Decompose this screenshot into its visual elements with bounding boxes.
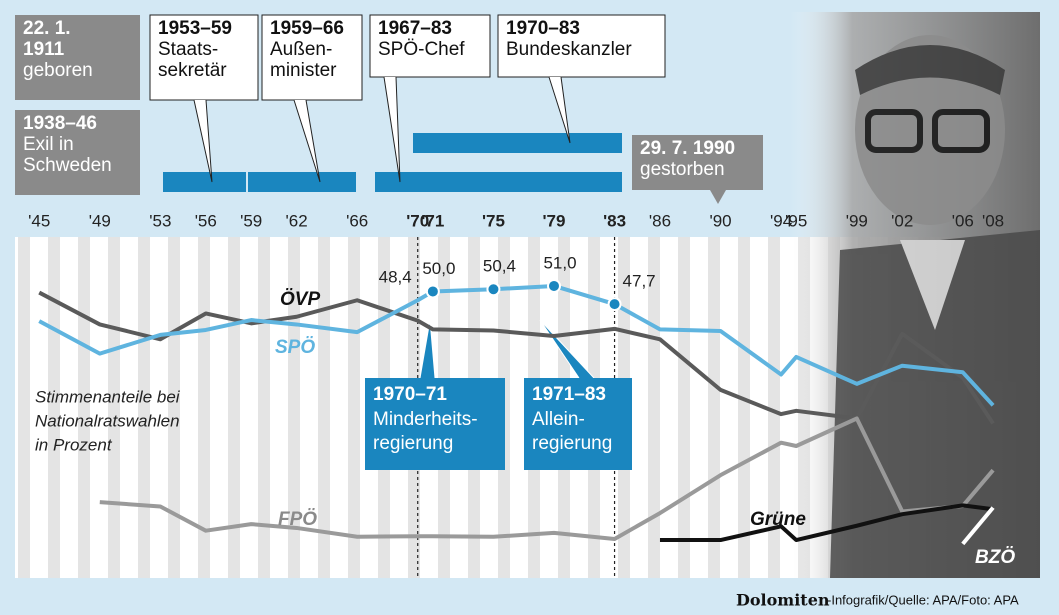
x-tick-label: '90: [709, 211, 731, 230]
series-label: BZÖ: [975, 547, 1015, 568]
event-text: Schweden: [23, 155, 112, 176]
event-text: gestorben: [640, 159, 725, 180]
chart-description: Stimmenanteile bei: [35, 387, 181, 406]
footer-credit: -Infografik/Quelle: APA/Foto: APA: [827, 592, 1019, 607]
timeline-bar: [163, 172, 246, 192]
event-pointer: [294, 100, 320, 182]
x-tick-label: '79: [543, 211, 566, 230]
event-pointer: [710, 190, 726, 204]
event-text: Außen-: [270, 39, 332, 60]
series-label: Grüne: [750, 509, 806, 530]
data-point: [609, 298, 621, 310]
x-tick-label: '83: [603, 211, 626, 230]
event-period: 1953–59: [158, 18, 232, 39]
event-text: Exil in: [23, 134, 74, 155]
chart-description: in Prozent: [35, 435, 113, 454]
event-text: geboren: [23, 60, 93, 81]
timeline-bar: [375, 172, 622, 192]
event-text: Staats-: [158, 39, 218, 60]
x-tick-label: '06: [952, 211, 974, 230]
x-tick-label: '62: [286, 211, 308, 230]
x-tick-label: '53: [149, 211, 171, 230]
event-period: 1911: [23, 39, 65, 60]
value-label: 50,0: [422, 259, 455, 278]
x-tick-label: '71: [421, 211, 444, 230]
event-period: 22. 1.: [23, 18, 71, 39]
series-label: ÖVP: [280, 289, 320, 310]
x-tick-label: '66: [346, 211, 368, 230]
event-period: 29. 7. 1990: [640, 138, 735, 159]
value-label: 50,4: [483, 257, 516, 276]
chart-description: Nationalratswahlen: [35, 411, 180, 430]
note-text: Minderheits-: [373, 409, 478, 430]
event-period: 1938–46: [23, 113, 97, 134]
event-period: 1967–83: [378, 18, 452, 39]
value-label: 48,4: [379, 268, 412, 287]
event-text: Bundeskanzler: [506, 39, 632, 60]
x-tick-label: '86: [649, 211, 671, 230]
series-label: SPÖ: [275, 337, 315, 358]
event-text: minister: [270, 60, 337, 81]
x-tick-label: '49: [89, 211, 111, 230]
event-period: 1959–66: [270, 18, 344, 39]
footer-brand: Dolomiten: [736, 591, 830, 610]
x-tick-label: '75: [482, 211, 505, 230]
series-label: FPÖ: [278, 509, 317, 530]
x-tick-label: '02: [891, 211, 913, 230]
x-tick-label: '45: [28, 211, 50, 230]
infographic: 22. 1.1911geboren 1938–46Exil inSchweden 1…: [0, 0, 1059, 615]
timeline-bars: [163, 133, 622, 192]
x-tick-label: '08: [982, 211, 1004, 230]
note-text: regierung: [373, 433, 453, 454]
event-text: SPÖ-Chef: [378, 39, 465, 60]
event-period: 1970–83: [506, 18, 580, 39]
timeline-bar: [413, 133, 622, 153]
data-point: [427, 285, 439, 297]
x-tick-label: '59: [240, 211, 262, 230]
value-label: 47,7: [623, 272, 656, 291]
event-pointer: [194, 100, 212, 182]
x-tick-label: '99: [846, 211, 868, 230]
data-point: [487, 283, 499, 295]
note-text: regierung: [532, 433, 612, 454]
event-text: sekretär: [158, 60, 227, 81]
value-label: 51,0: [543, 253, 576, 272]
x-tick-label: '95: [785, 211, 807, 230]
x-tick-label: '56: [195, 211, 217, 230]
note-period: 1971–83: [532, 384, 606, 405]
note-text: Allein-: [532, 409, 585, 430]
event-pointer: [384, 77, 400, 182]
timeline-bar: [248, 172, 356, 192]
note-period: 1970–71: [373, 384, 447, 405]
data-point: [548, 280, 560, 292]
